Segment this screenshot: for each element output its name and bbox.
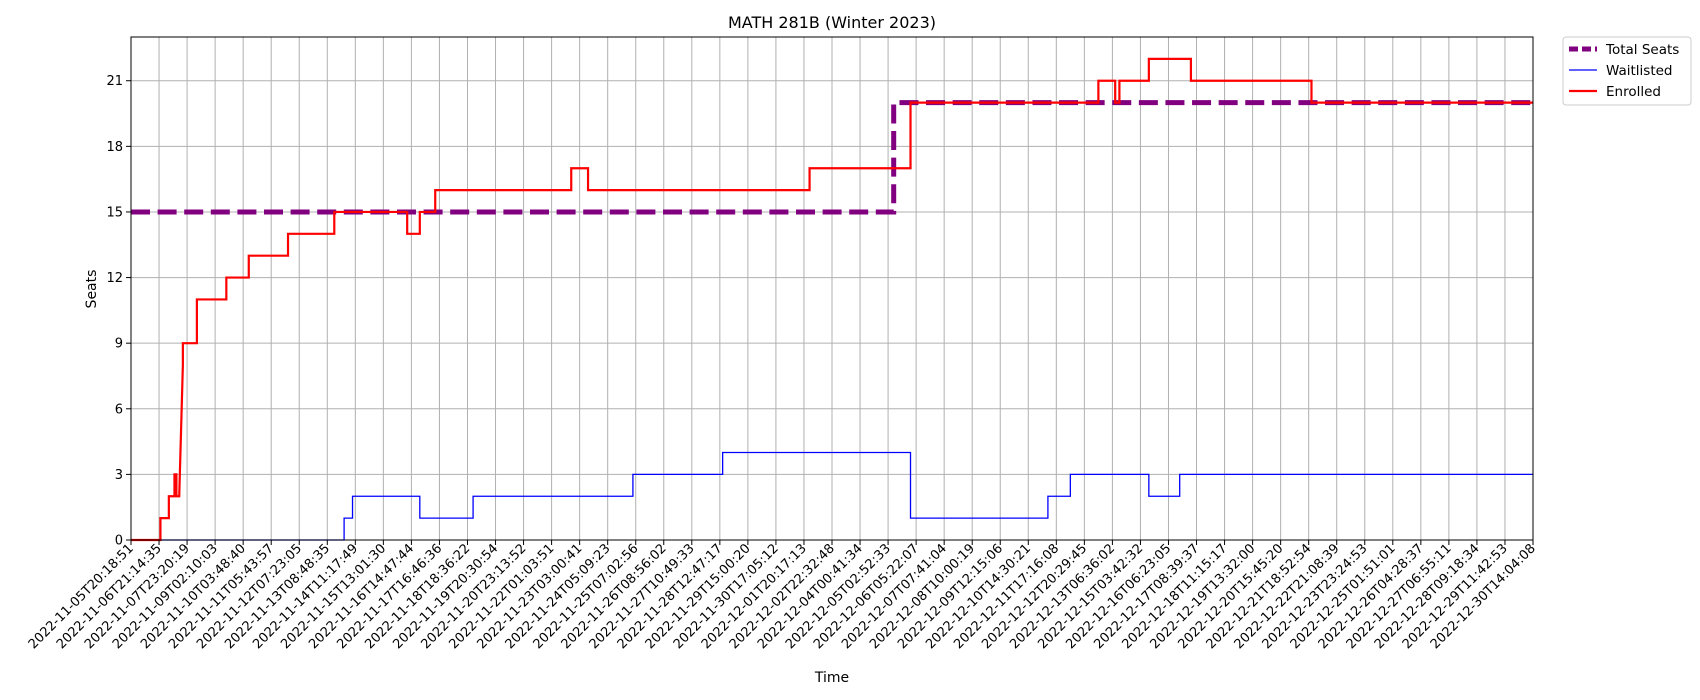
legend-box <box>1562 36 1692 106</box>
chart-title: MATH 281B (Winter 2023) <box>728 13 936 32</box>
series-line-waitlisted <box>131 451 1533 541</box>
y-tick-label: 18 <box>106 140 123 155</box>
legend: Total Seats Waitlisted Enrolled <box>1562 36 1692 106</box>
y-axis-label: Seats <box>84 270 100 309</box>
legend-label: Enrolled <box>1606 84 1661 100</box>
y-tick-label: 12 <box>106 271 123 286</box>
series-line-enrolled <box>131 57 1533 542</box>
legend-label: Waitlisted <box>1606 63 1673 79</box>
y-tick-label: 3 <box>115 468 123 483</box>
y-tick-label: 21 <box>106 74 123 89</box>
series-line-total-seats <box>131 100 1533 215</box>
legend-label: Total Seats <box>1605 42 1679 58</box>
y-tick-label: 9 <box>115 337 123 352</box>
y-tick-label: 6 <box>115 402 123 417</box>
x-axis-ticks: 2022-11-05T20:18:512022-11-06T21:14:3520… <box>26 540 1539 652</box>
y-axis-ticks: 0 3 6 9 12 15 18 21 <box>106 74 131 549</box>
y-tick-label: 15 <box>106 205 123 220</box>
x-axis-label: Time <box>814 670 849 686</box>
y-tick-label: 0 <box>115 534 123 549</box>
data-series <box>131 57 1533 542</box>
